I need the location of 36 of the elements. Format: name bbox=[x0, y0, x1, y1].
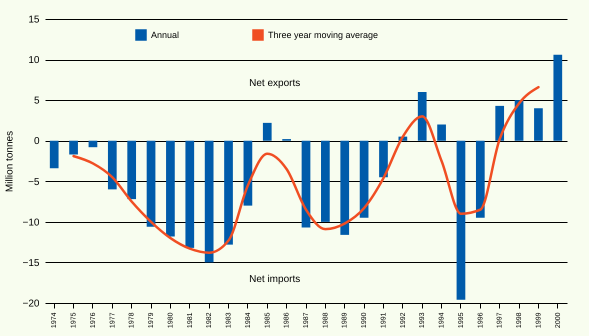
bar bbox=[514, 100, 524, 141]
bar bbox=[340, 140, 350, 235]
y-tick-label: 10 bbox=[28, 55, 40, 66]
bar bbox=[204, 140, 214, 262]
y-tick-label: 15 bbox=[28, 14, 40, 26]
bar bbox=[50, 140, 59, 168]
bar bbox=[360, 140, 368, 218]
bar bbox=[553, 54, 562, 141]
bar bbox=[302, 140, 310, 228]
annotation: Net imports bbox=[249, 274, 300, 285]
legend-label: Three year moving average bbox=[268, 30, 378, 40]
bar bbox=[534, 108, 543, 141]
y-tick-label: −10 bbox=[22, 217, 40, 228]
bar bbox=[69, 140, 78, 155]
bar bbox=[262, 122, 272, 141]
bar bbox=[379, 140, 388, 178]
bar bbox=[437, 124, 446, 141]
y-tick-label: −15 bbox=[22, 258, 40, 269]
bar bbox=[108, 140, 117, 190]
bar bbox=[88, 140, 98, 148]
y-tick-label: −20 bbox=[22, 298, 40, 310]
bar bbox=[476, 140, 485, 218]
bar bbox=[418, 92, 427, 141]
annotation: Net exports bbox=[249, 78, 300, 89]
bar bbox=[321, 140, 330, 222]
y-tick-label: 5 bbox=[34, 96, 40, 107]
y-tick-label: −5 bbox=[28, 176, 40, 188]
bar bbox=[146, 140, 156, 227]
y-tick-label: 0 bbox=[34, 136, 40, 148]
legend-label: Annual bbox=[151, 30, 180, 40]
bar bbox=[166, 140, 175, 236]
bar bbox=[127, 140, 136, 200]
bar bbox=[185, 140, 194, 248]
bar bbox=[456, 140, 466, 300]
y-axis-title: Million tonnes bbox=[4, 130, 16, 192]
bar bbox=[224, 140, 233, 245]
